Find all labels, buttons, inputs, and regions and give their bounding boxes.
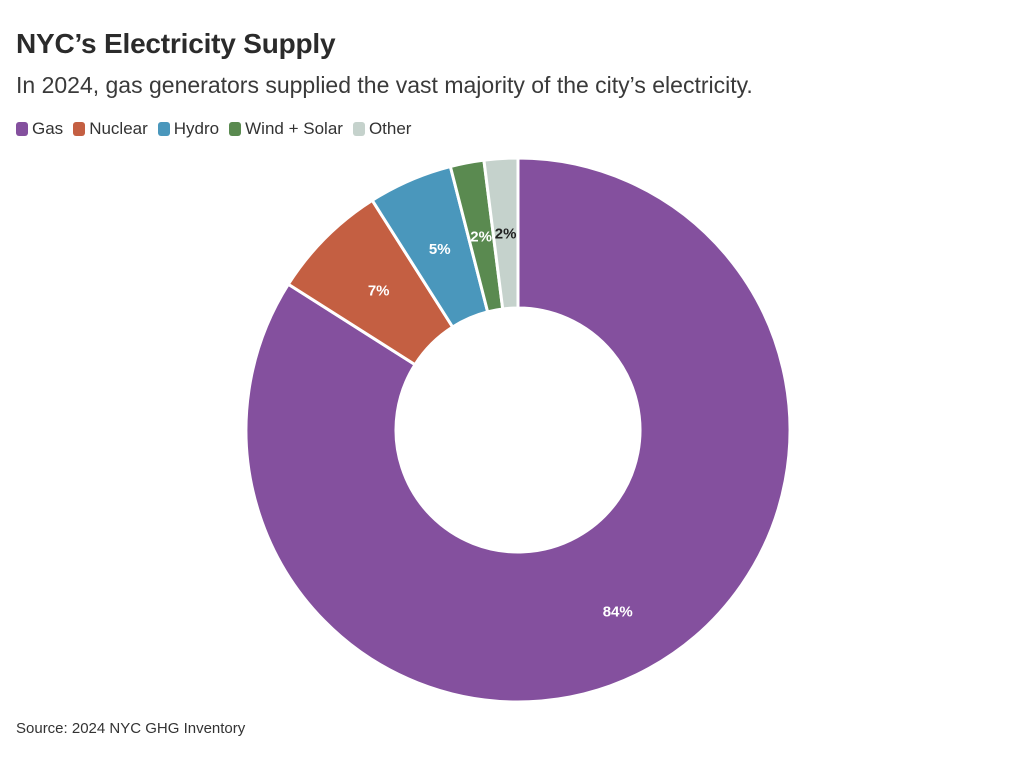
- legend-swatch-gas: [16, 122, 28, 136]
- slice-gas[interactable]: [244, 156, 792, 704]
- legend-item-hydro[interactable]: Hydro: [157, 119, 220, 139]
- data-label-gas: 84%: [603, 603, 633, 620]
- legend-label: Hydro: [173, 119, 220, 138]
- legend-item-wind-solar[interactable]: Wind + Solar: [229, 119, 343, 139]
- legend-item-gas[interactable]: Gas: [16, 119, 63, 139]
- data-label-hydro: 5%: [429, 241, 451, 258]
- legend-swatch-wind-solar: [229, 122, 242, 136]
- chart-title: NYC’s Electricity Supply: [16, 28, 336, 59]
- chart-legend: Gas Nuclear Hydro Wind + Solar Other: [16, 119, 421, 139]
- legend-item-other[interactable]: Other: [352, 119, 412, 139]
- data-label-nuclear: 7%: [368, 283, 390, 300]
- source-note: Source: 2024 NYC GHG Inventory: [16, 720, 246, 737]
- legend-swatch-nuclear: [73, 122, 86, 136]
- legend-swatch-hydro: [157, 122, 170, 136]
- slice-other[interactable]: [482, 156, 520, 311]
- legend-label: Other: [368, 119, 412, 138]
- legend-item-nuclear[interactable]: Nuclear: [73, 119, 148, 139]
- legend-label: Nuclear: [89, 119, 148, 138]
- data-label-wind-solar: 2%: [470, 228, 492, 245]
- chart-subtitle: In 2024, gas generators supplied the vas…: [16, 72, 753, 98]
- legend-label: Gas: [32, 119, 64, 138]
- data-label-other: 2%: [495, 225, 517, 242]
- legend-label: Wind + Solar: [245, 119, 343, 138]
- legend-swatch-other: [352, 122, 365, 136]
